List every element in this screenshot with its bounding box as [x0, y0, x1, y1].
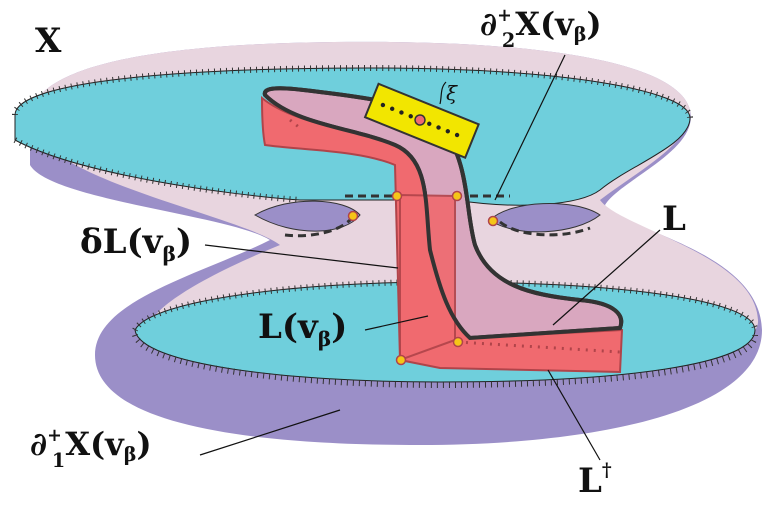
marked-points	[347, 190, 499, 366]
label-space-x: X	[35, 21, 62, 61]
point-right-cusp	[487, 215, 499, 227]
label-l: L	[662, 199, 686, 239]
point-left-cusp	[347, 210, 359, 222]
label-xi: ξ	[446, 81, 458, 105]
label-l-v: L(vβ)	[258, 307, 347, 351]
upper-cyan-hatching	[12, 64, 693, 119]
right-cusp	[489, 203, 601, 233]
label-boundary-top: ∂+ 2X(vβ)	[480, 5, 602, 52]
left-cusp	[253, 200, 361, 232]
point-lower-left	[395, 354, 407, 366]
label-delta-l: δL(vβ)	[80, 222, 192, 266]
dashed-boundary-left	[284, 194, 395, 238]
label-boundary-bottom: ∂+ 1X(vβ)	[30, 425, 152, 472]
point-upper-left	[391, 190, 403, 202]
point-lower-right	[452, 336, 464, 348]
point-upper-right	[451, 190, 463, 202]
lower-cyan-hatching-bottom	[132, 333, 758, 389]
ribbon-dotted-bottom	[457, 340, 621, 354]
dashed-boundary-right	[470, 194, 591, 237]
yellow-card	[363, 82, 480, 159]
label-l-dagger: L†	[578, 459, 612, 501]
leader-lines	[199, 54, 661, 461]
